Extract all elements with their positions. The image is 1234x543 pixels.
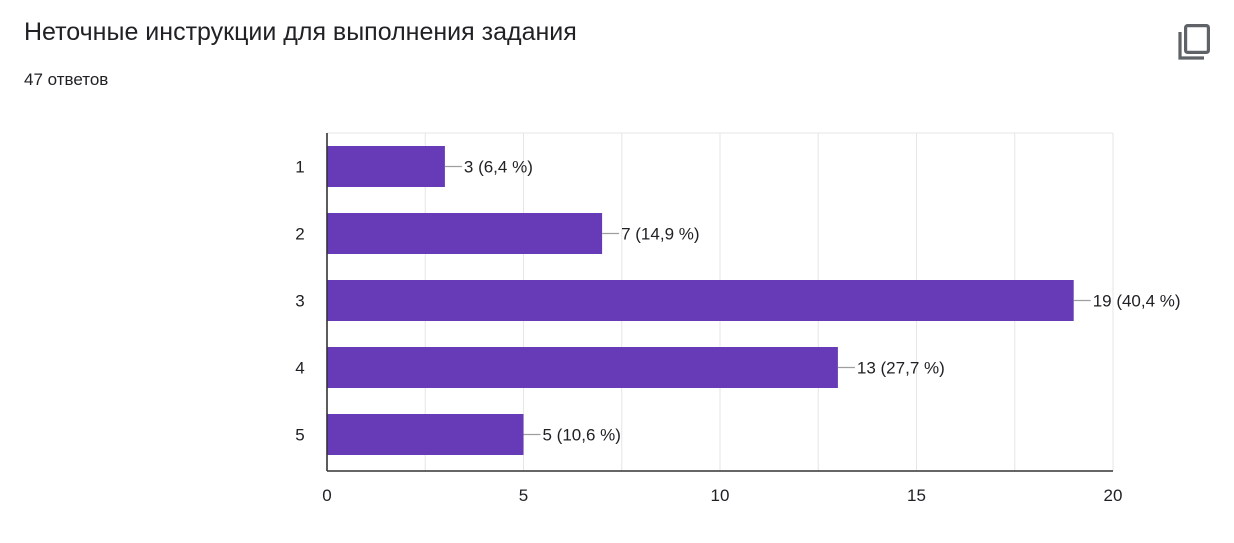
data-label-3: 19 (40,4 %) (1093, 292, 1181, 311)
category-label-1: 1 (295, 158, 304, 177)
bar-3[interactable] (327, 280, 1074, 321)
data-label-4: 13 (27,7 %) (857, 359, 945, 378)
x-tick-label: 10 (711, 486, 730, 505)
copy-chart-button[interactable] (1172, 20, 1216, 64)
response-count: 47 ответов (24, 70, 109, 89)
data-label-2: 7 (14,9 %) (621, 225, 699, 244)
bar-4[interactable] (327, 347, 838, 388)
bar-5[interactable] (327, 414, 524, 455)
x-tick-label: 15 (907, 486, 926, 505)
bar-2[interactable] (327, 213, 603, 254)
category-label-2: 2 (295, 225, 304, 244)
bars (327, 146, 1074, 455)
category-label-4: 4 (295, 359, 304, 378)
data-labels: 3 (6,4 %) 7 (14,9 %) 19 (40,4 %) 13 (27,7 %… (444, 158, 1181, 445)
x-tick-label: 20 (1104, 486, 1123, 505)
x-tick-label: 5 (519, 486, 528, 505)
bar-1[interactable] (327, 146, 445, 187)
data-label-5: 5 (10,6 %) (543, 426, 621, 445)
data-label-1: 3 (6,4 %) (464, 158, 533, 177)
chart-title: Неточные инструкции для выполнения задан… (24, 18, 577, 46)
copy-icon (1178, 23, 1210, 60)
category-label-5: 5 (295, 426, 304, 445)
category-label-3: 3 (295, 292, 304, 311)
x-tick-label: 0 (322, 486, 331, 505)
axes: 1 2 3 4 5 0 5 10 15 20 (295, 133, 1122, 505)
